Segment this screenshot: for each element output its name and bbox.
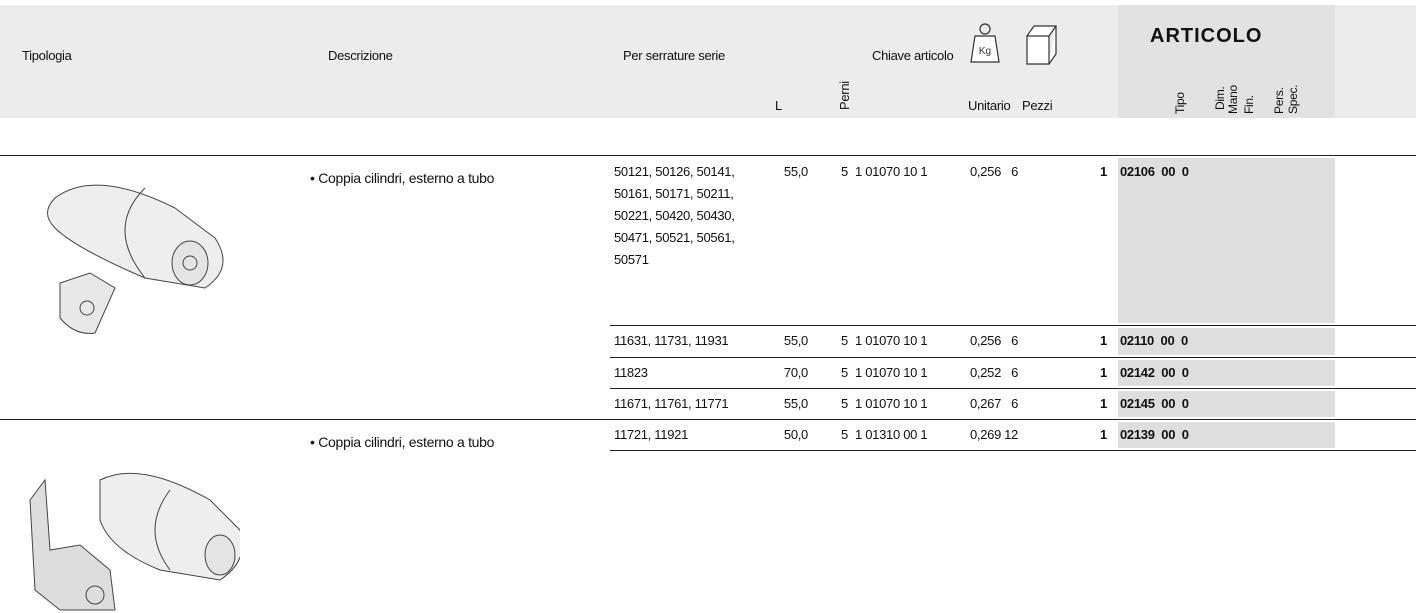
series: 50121, 50126, 50141, <box>614 164 735 179</box>
weight-icon: Kg <box>970 23 1000 63</box>
article-cell <box>1118 360 1335 386</box>
description: • Coppia cilindri, esterno a tubo <box>310 434 495 450</box>
article-cell <box>1118 328 1335 355</box>
row-separator <box>610 325 1416 326</box>
header-title: ARTICOLO <box>1150 25 1263 47</box>
key-code: 1 01070 10 1 <box>855 333 928 348</box>
header-sublabel: Pers. <box>1272 87 1286 114</box>
header-sublabel: Spec. <box>1286 84 1300 114</box>
article-prefix: 1 <box>1100 333 1107 348</box>
series: 11631, 11731, 11931 <box>614 333 729 348</box>
series: 11721, 11921 <box>614 426 688 442</box>
pieces: 6 <box>1011 395 1018 411</box>
unit-weight: 0,256 <box>970 164 1002 179</box>
article-code: 02139 00 0 <box>1120 426 1189 442</box>
key-code: 1 01310 00 1 <box>855 426 928 442</box>
article-cell <box>1118 391 1335 417</box>
length: 70,0 <box>783 364 808 380</box>
article-prefix: 1 <box>1100 395 1107 411</box>
group-separator <box>0 155 1416 156</box>
header-sublabel: Mano <box>1226 85 1240 114</box>
article-code: 02110 00 0 <box>1120 333 1188 348</box>
unit-weight: 0,269 <box>970 426 1002 442</box>
pins: 5 <box>841 164 848 179</box>
group-separator <box>0 419 1416 420</box>
kg-label: Kg <box>979 46 991 57</box>
series: 50161, 50171, 50211, <box>614 186 734 201</box>
series: 11671, 11761, 11771 <box>614 395 729 411</box>
pieces: 6 <box>1011 164 1018 179</box>
product-image <box>29 472 240 611</box>
article-cell <box>1118 158 1335 323</box>
series: 11823 <box>614 364 648 380</box>
header-sublabel: Dim. <box>1213 86 1227 110</box>
box-icon <box>1026 25 1058 65</box>
key-code: 1 01070 10 1 <box>855 364 928 380</box>
header-label: Per serrature serie <box>623 48 725 63</box>
row-separator <box>610 357 1416 358</box>
series: 50571 <box>614 252 649 267</box>
row-separator <box>610 450 1416 451</box>
pieces: 6 <box>1011 364 1018 380</box>
article-code: 02142 00 0 <box>1120 364 1189 380</box>
header-label: Pezzi <box>1022 98 1053 113</box>
header-label: Perni <box>837 81 852 110</box>
length: 50,0 <box>783 426 808 442</box>
series: 50471, 50521, 50561, <box>614 230 735 245</box>
pieces: 12 <box>1004 426 1018 442</box>
header-sublabel: Fin. <box>1242 95 1256 114</box>
article-prefix: 1 <box>1100 364 1107 380</box>
article-prefix: 1 <box>1100 164 1107 179</box>
header-label: Unitario <box>968 98 1011 113</box>
article-code: 02145 00 0 <box>1120 395 1189 411</box>
row-separator <box>610 388 1416 389</box>
article-cell <box>1118 422 1335 448</box>
key-code: 1 01070 10 1 <box>855 164 928 179</box>
articolo-header-band <box>1118 5 1335 118</box>
product-image <box>47 184 224 334</box>
header-label: Descrizione <box>328 48 393 63</box>
unit-weight: 0,267 <box>970 395 1002 411</box>
pins: 5 <box>841 395 848 411</box>
description: • Coppia cilindri, esterno a tubo <box>310 170 495 186</box>
article-prefix: 1 <box>1100 426 1107 442</box>
article-code: 02106 00 0 <box>1120 164 1189 179</box>
pins: 5 <box>841 333 848 348</box>
series: 50221, 50420, 50430, <box>614 208 735 223</box>
header-sublabel: Tipo <box>1173 92 1187 114</box>
pins: 5 <box>841 364 848 380</box>
unit-weight: 0,256 <box>970 333 1002 348</box>
length: 55,0 <box>783 333 808 348</box>
header-label: Tipologia <box>22 48 72 63</box>
pieces: 6 <box>1011 333 1018 348</box>
length: 55,0 <box>783 395 808 411</box>
pins: 5 <box>841 426 848 442</box>
key-code: 1 01070 10 1 <box>855 395 928 411</box>
header-label: L <box>775 98 782 113</box>
unit-weight: 0,252 <box>970 364 1002 380</box>
length: 55,0 <box>783 164 808 179</box>
header-label: Chiave articolo <box>872 48 954 63</box>
